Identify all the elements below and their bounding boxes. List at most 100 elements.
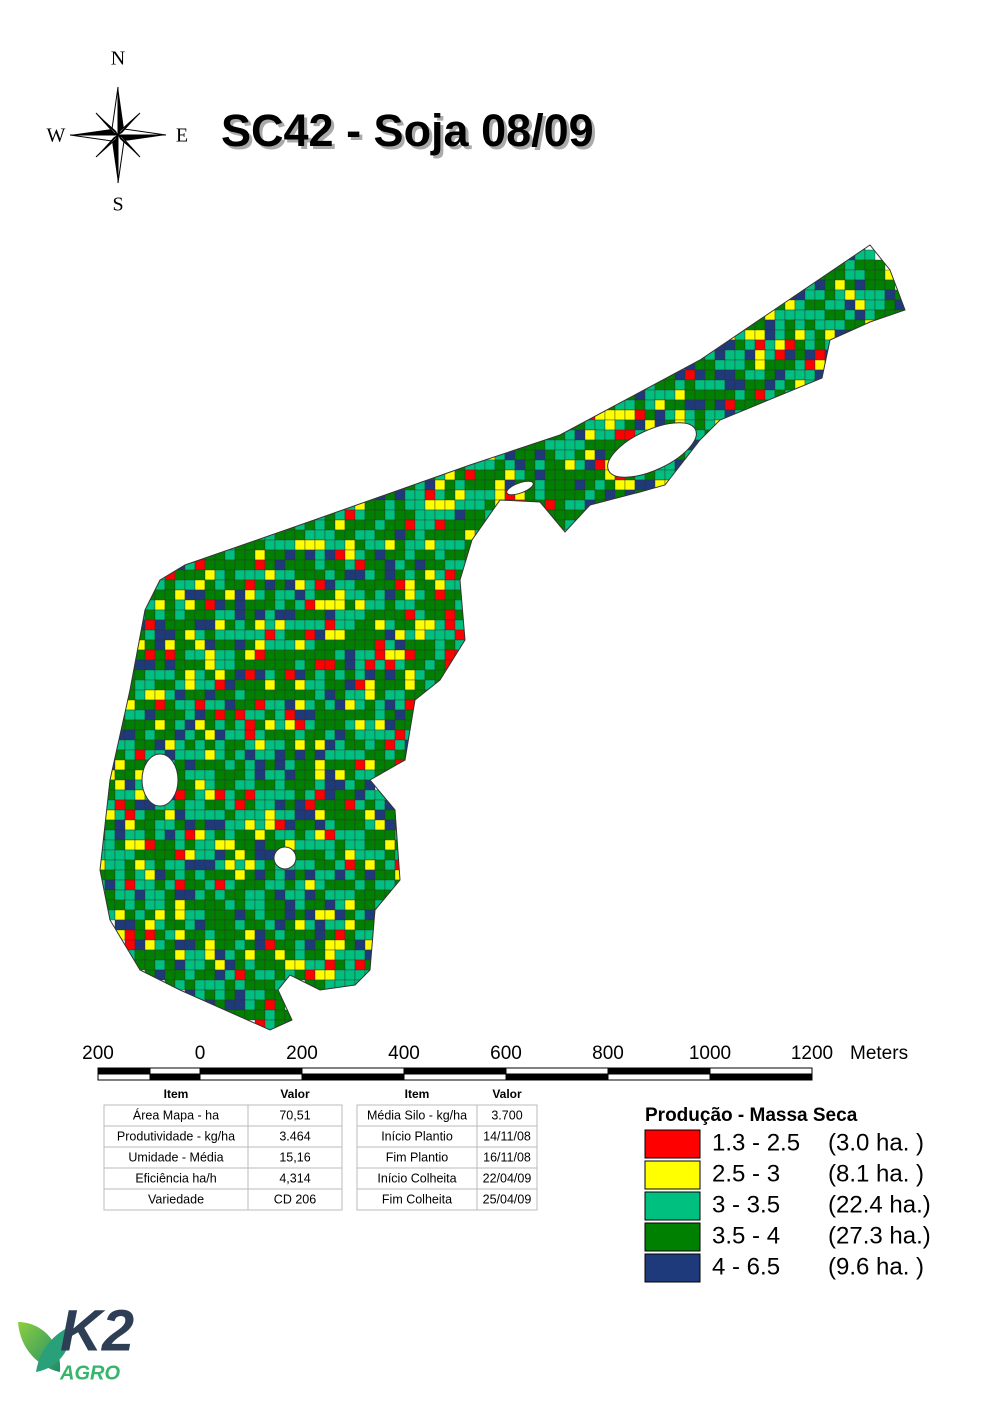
yield-cell xyxy=(604,439,616,451)
yield-cell xyxy=(224,969,236,981)
legend-area: (9.6 ha. ) xyxy=(828,1253,924,1280)
yield-cell xyxy=(144,829,156,841)
table-text: Eficiência ha/h xyxy=(135,1171,216,1185)
yield-cell xyxy=(364,489,376,501)
yield-cell xyxy=(204,969,216,981)
yield-cell xyxy=(284,889,296,901)
yield-cell xyxy=(394,549,406,561)
yield-cell xyxy=(784,319,796,331)
yield-cell xyxy=(134,749,146,761)
yield-cell xyxy=(254,829,266,841)
yield-cell xyxy=(184,809,196,821)
yield-cell xyxy=(244,589,256,601)
yield-cell xyxy=(154,939,166,951)
yield-cell xyxy=(384,869,396,881)
yield-cell xyxy=(284,529,296,541)
yield-cell xyxy=(154,919,166,931)
yield-cell xyxy=(504,469,516,481)
yield-cell xyxy=(134,679,146,691)
yield-cell xyxy=(474,529,486,541)
yield-cell xyxy=(364,739,376,751)
yield-cell xyxy=(164,949,176,961)
yield-cell xyxy=(424,519,436,531)
yield-cell xyxy=(554,509,566,521)
yield-cell xyxy=(784,369,796,381)
yield-cell xyxy=(514,449,526,461)
yield-cell xyxy=(264,679,276,691)
yield-cell xyxy=(184,959,196,971)
yield-cell xyxy=(294,949,306,961)
yield-cell xyxy=(604,429,616,441)
yield-cell xyxy=(364,659,376,671)
yield-cell xyxy=(174,659,186,671)
yield-cell xyxy=(464,519,476,531)
yield-cell xyxy=(424,669,436,681)
yield-cell xyxy=(334,549,346,561)
yield-cell xyxy=(284,829,296,841)
yield-cell xyxy=(854,269,866,281)
yield-cell xyxy=(444,579,456,591)
yield-cell xyxy=(364,629,376,641)
yield-cell xyxy=(184,919,196,931)
yield-cell xyxy=(294,679,306,691)
yield-cell xyxy=(134,699,146,711)
yield-cell xyxy=(184,739,196,751)
yield-cell xyxy=(154,729,166,741)
yield-cell xyxy=(454,519,466,531)
yield-cell xyxy=(164,639,176,651)
yield-cell xyxy=(674,379,686,391)
yield-cell xyxy=(184,659,196,671)
yield-cell xyxy=(554,489,566,501)
yield-cell xyxy=(244,789,256,801)
yield-cell xyxy=(674,369,686,381)
legend-area: (8.1 ha. ) xyxy=(828,1160,924,1187)
yield-cell xyxy=(264,779,276,791)
yield-cell xyxy=(134,859,146,871)
yield-cell xyxy=(354,959,366,971)
yield-cell xyxy=(264,989,276,1001)
yield-cell xyxy=(374,759,386,771)
yield-cell xyxy=(204,609,216,621)
yield-cell xyxy=(264,899,276,911)
yield-cell xyxy=(454,549,466,561)
yield-cell xyxy=(144,609,156,621)
yield-cell xyxy=(134,659,146,671)
yield-cell xyxy=(444,549,456,561)
yield-cell xyxy=(434,609,446,621)
yield-cell xyxy=(274,969,286,981)
yield-cell xyxy=(714,369,726,381)
yield-cell xyxy=(414,559,426,571)
yield-cell xyxy=(134,689,146,701)
legend-swatch xyxy=(644,1160,701,1190)
yield-cell xyxy=(324,589,336,601)
yield-cell xyxy=(194,599,206,611)
yield-cell xyxy=(794,299,806,311)
yield-cell xyxy=(194,839,206,851)
yield-cell xyxy=(334,569,346,581)
yield-cell xyxy=(804,359,816,371)
yield-cell xyxy=(384,729,396,741)
yield-cell xyxy=(864,289,876,301)
yield-cell xyxy=(234,609,246,621)
yield-cell xyxy=(144,839,156,851)
yield-cell xyxy=(214,819,226,831)
yield-cell xyxy=(414,609,426,621)
yield-cell xyxy=(164,809,176,821)
yield-cell xyxy=(314,539,326,551)
yield-cell xyxy=(354,719,366,731)
yield-cell xyxy=(334,699,346,711)
yield-cell xyxy=(394,689,406,701)
yield-cell xyxy=(614,479,626,491)
yield-cell xyxy=(394,599,406,611)
yield-cell xyxy=(204,699,216,711)
yield-cell xyxy=(394,849,406,861)
yield-cell xyxy=(274,689,286,701)
field-hole xyxy=(607,422,697,478)
yield-cell xyxy=(344,699,356,711)
yield-cell xyxy=(334,679,346,691)
yield-cell xyxy=(474,499,486,511)
yield-cell xyxy=(394,739,406,751)
yield-cell xyxy=(294,719,306,731)
yield-cell xyxy=(384,579,396,591)
yield-cell xyxy=(874,289,886,301)
